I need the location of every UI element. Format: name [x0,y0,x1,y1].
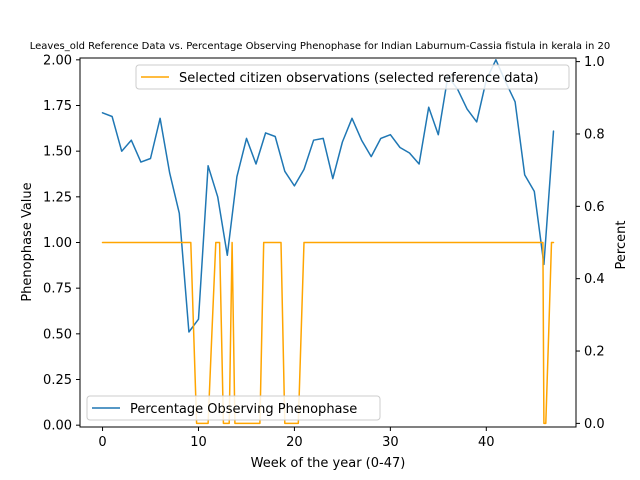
left-y-tick-label: 1.75 [43,99,72,114]
series-line-percentage-observing [101,59,555,333]
left-y-tick-label: 0.50 [43,327,72,342]
x-tick-label: 30 [382,435,399,450]
legend-label-citizen: Selected citizen observations (selected … [179,71,539,86]
right-y-axis-title: Percent [614,221,629,270]
right-y-tick-label: 0.6 [584,200,605,215]
x-tick-label: 10 [190,435,207,450]
chart-title: Leaves_old Reference Data vs. Percentage… [30,41,611,52]
left-y-axis-title: Phenophase Value [20,182,35,301]
x-axis: 0 10 20 30 40 [98,427,495,450]
right-y-axis: 0.0 0.2 0.4 0.6 0.8 1.0 [576,55,605,432]
right-y-tick-label: 0.8 [584,127,605,142]
x-tick-label: 20 [286,435,303,450]
x-tick-label: 0 [98,435,106,450]
left-y-tick-label: 1.50 [43,145,72,160]
right-y-tick-label: 0.2 [584,345,605,360]
legend-box [135,64,570,90]
right-y-tick-label: 1.0 [584,55,605,70]
x-axis-title: Week of the year (0-47) [251,456,406,471]
left-y-tick-label: 1.25 [43,190,72,205]
left-y-tick-label: 1.00 [43,236,72,251]
left-y-tick-label: 0.00 [43,419,72,434]
legend-left-series: Percentage Observing Phenophase [86,395,381,421]
right-y-tick-label: 0.4 [584,272,605,287]
left-y-axis: 0.00 0.25 0.50 0.75 1.00 1.25 1.50 1.75 2.00 [43,53,80,434]
left-y-tick-label: 2.00 [43,53,72,68]
right-y-tick-label: 0.0 [584,417,605,432]
plot-area [101,59,555,425]
legend-right-series: Selected citizen observations (selected … [135,64,570,90]
x-tick-label: 40 [478,435,495,450]
legend-box [86,395,381,421]
legend-label-percentage: Percentage Observing Phenophase [130,402,357,417]
left-y-tick-label: 0.75 [43,282,72,297]
series-line-citizen-observations [101,241,555,425]
left-y-tick-label: 0.25 [43,373,72,388]
